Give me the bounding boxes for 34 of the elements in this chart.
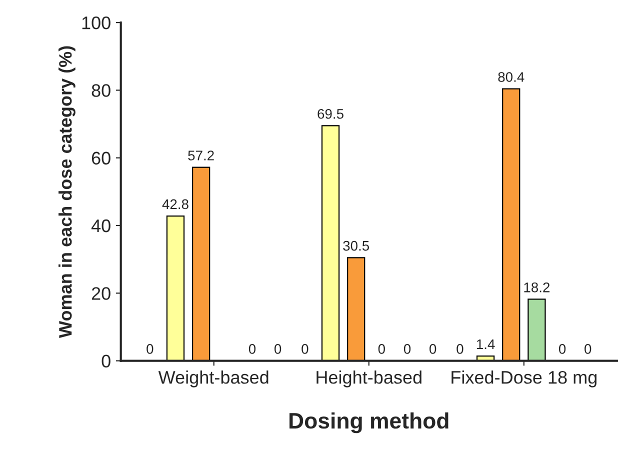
data-label: 0 [456,344,464,354]
y-axis-title: Woman in each dose category (%) [58,46,76,338]
x-tick-label: Height-based [316,370,422,388]
bar [528,298,546,361]
data-label: 0 [378,344,385,354]
data-label: 0 [274,344,282,354]
y-tick-label: 60 [92,152,110,165]
data-label: 69.5 [318,108,344,119]
data-label: 0 [404,344,411,354]
data-label: 0 [248,344,256,354]
data-label: 57.2 [188,150,214,160]
data-label: 1.4 [476,339,495,350]
data-label: 0 [430,344,436,354]
y-tick-label: 40 [91,219,110,232]
data-label: 30.5 [343,240,370,251]
bar [347,257,366,361]
y-tick-label: 20 [92,287,110,300]
data-label: 0 [584,344,592,354]
data-label: 0 [146,344,154,354]
x-axis-title: Dosing method [290,412,448,434]
bar [321,125,340,361]
data-label: 0 [558,344,566,354]
data-label: 80.4 [498,72,524,82]
bar [166,215,185,361]
x-tick-label: Fixed-Dose 18 mg [452,370,597,388]
data-label: 18.2 [524,282,550,292]
data-label: 42.8 [162,199,188,210]
y-tick-label: 100 [82,16,110,30]
bar [502,88,520,361]
bar [192,166,210,361]
data-label: 0 [302,344,308,354]
y-tick-label: 80 [92,84,110,97]
x-tick-label: Weight-based [158,370,268,388]
y-tick-label: 0 [102,354,110,368]
